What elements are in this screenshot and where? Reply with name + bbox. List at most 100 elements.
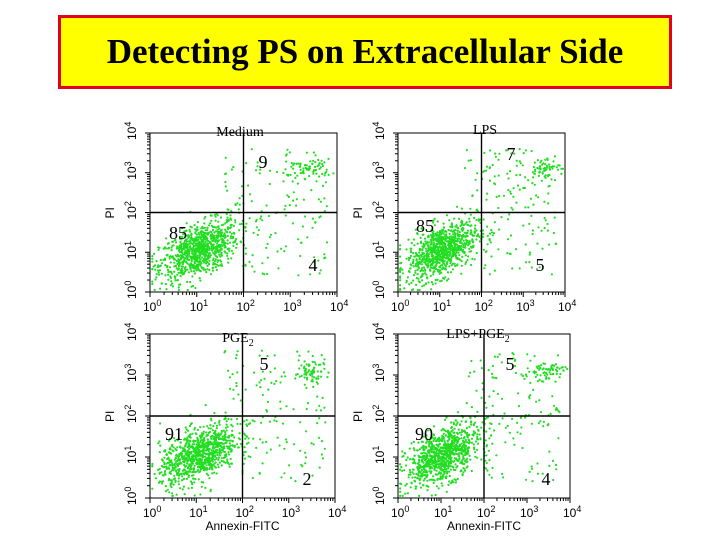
- event-dot: [424, 474, 427, 477]
- event-dot: [538, 266, 541, 269]
- event-dot: [498, 152, 501, 155]
- event-dot: [429, 470, 432, 474]
- event-dot: [452, 233, 455, 236]
- event-dot: [524, 243, 527, 246]
- event-dot: [431, 446, 434, 449]
- event-dot: [212, 425, 215, 428]
- event-dot: [179, 446, 182, 449]
- event-dot: [210, 230, 213, 234]
- event-dot: [459, 224, 462, 227]
- event-dot: [208, 440, 211, 443]
- event-dot: [527, 179, 530, 182]
- event-dot: [228, 387, 232, 390]
- event-dot: [199, 263, 202, 266]
- event-dot: [226, 234, 229, 238]
- event-dot: [184, 431, 187, 434]
- y-tick-label: 102: [123, 201, 139, 219]
- event-dot: [282, 180, 285, 183]
- event-dot: [229, 237, 232, 240]
- event-dot: [215, 268, 218, 271]
- event-dot: [198, 461, 201, 464]
- event-dot: [441, 257, 444, 260]
- event-dot: [472, 244, 475, 247]
- event-dot: [283, 208, 286, 211]
- event-dot: [186, 462, 189, 465]
- event-dot: [261, 393, 264, 396]
- event-dot: [521, 164, 524, 167]
- event-dot: [462, 450, 465, 453]
- event-dot: [165, 288, 168, 291]
- event-dot: [533, 183, 536, 186]
- event-dot: [207, 254, 210, 257]
- event-dot: [302, 169, 305, 173]
- event-dot: [429, 243, 432, 246]
- event-dot: [429, 454, 432, 457]
- event-dot: [419, 456, 422, 459]
- event-dot: [261, 462, 264, 465]
- event-dot: [214, 230, 218, 233]
- event-dot: [235, 243, 238, 246]
- event-dot: [199, 250, 202, 253]
- event-dot: [204, 231, 207, 235]
- y-tick-label: 100: [123, 487, 139, 505]
- event-dot: [171, 240, 174, 243]
- event-dot: [312, 151, 315, 154]
- event-dot: [432, 439, 435, 443]
- event-dot: [431, 283, 434, 286]
- event-dot: [435, 485, 438, 488]
- event-dot: [157, 481, 161, 484]
- event-dot: [418, 482, 421, 485]
- event-dot: [208, 240, 211, 243]
- event-dot: [558, 367, 561, 370]
- event-dot: [459, 240, 462, 243]
- event-dot: [214, 246, 217, 249]
- event-dot: [298, 354, 301, 357]
- event-dot: [314, 221, 317, 224]
- event-dot: [486, 243, 489, 246]
- event-dot: [432, 273, 435, 276]
- event-dot: [164, 485, 167, 488]
- event-dot: [481, 382, 484, 385]
- event-dot: [442, 447, 445, 450]
- event-dot: [537, 365, 540, 368]
- event-dot: [201, 434, 204, 437]
- event-dot: [443, 440, 446, 443]
- event-dot: [469, 224, 472, 228]
- event-dot: [448, 219, 451, 222]
- event-dot: [166, 253, 169, 256]
- event-dot: [212, 445, 215, 448]
- event-dot: [421, 466, 424, 469]
- event-dot: [409, 471, 412, 474]
- event-dot: [206, 237, 209, 240]
- event-dot: [318, 162, 321, 165]
- event-dot: [226, 242, 229, 245]
- event-dot: [319, 269, 322, 272]
- event-dot: [226, 439, 229, 442]
- event-dot: [546, 175, 550, 178]
- event-dot: [228, 445, 231, 448]
- event-dot: [447, 455, 450, 458]
- event-dot: [437, 240, 440, 243]
- event-dot: [427, 463, 430, 466]
- event-dot: [319, 200, 322, 203]
- event-dot: [218, 249, 221, 252]
- event-dot: [542, 420, 546, 423]
- event-dot: [228, 231, 231, 234]
- event-dot: [441, 475, 444, 478]
- event-dot: [513, 443, 516, 446]
- event-dot: [441, 253, 444, 256]
- event-dot: [526, 353, 529, 356]
- event-dot: [531, 229, 535, 232]
- event-dot: [164, 274, 167, 277]
- event-dot: [482, 218, 485, 221]
- event-dot: [211, 443, 214, 446]
- event-dot: [408, 468, 411, 472]
- event-dot: [419, 241, 423, 245]
- event-dot: [481, 235, 485, 238]
- event-dot: [216, 228, 219, 231]
- event-dot: [332, 172, 335, 175]
- event-dot: [544, 174, 547, 177]
- event-dot: [167, 278, 170, 281]
- event-dot: [463, 251, 466, 254]
- event-dot: [202, 469, 205, 472]
